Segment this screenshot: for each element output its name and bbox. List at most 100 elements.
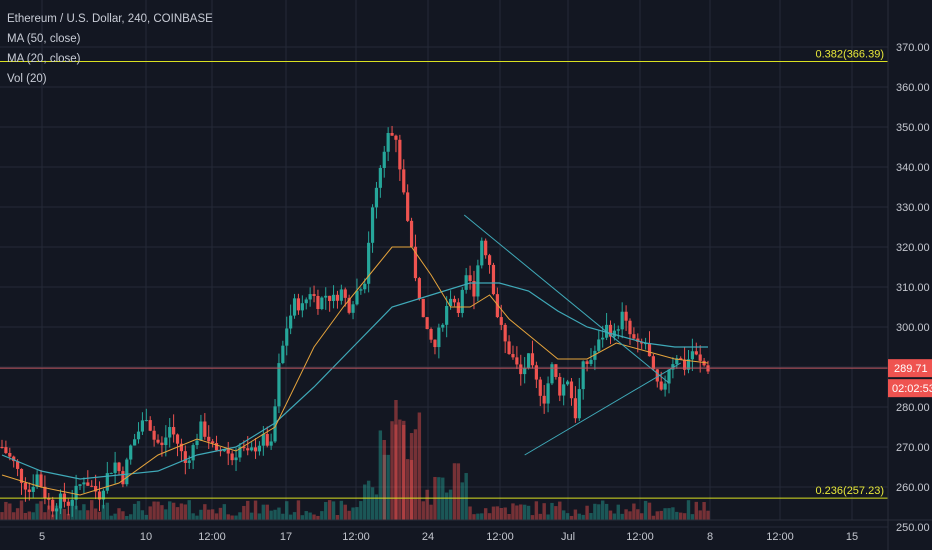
candle-body	[187, 460, 191, 463]
volume-bar	[702, 502, 706, 520]
candle-body	[702, 360, 706, 366]
volume-bar	[534, 501, 539, 520]
candle-body	[66, 501, 70, 506]
candle-body	[152, 430, 156, 440]
volume-bar	[374, 494, 379, 520]
volume-bar	[405, 459, 410, 520]
volume-bar	[503, 507, 507, 520]
candle-body	[55, 508, 59, 512]
volume-bar	[109, 515, 113, 520]
volume-bar	[597, 504, 601, 520]
volume-bar	[51, 514, 55, 520]
volume-bar	[698, 510, 702, 520]
time-axis[interactable]: 5 10 12:00 17 12:00 24 12:00 Jul 12:00 8 12:00 15	[0, 519, 932, 543]
candle-body	[351, 304, 355, 313]
volume-bar	[382, 454, 386, 520]
volume-bar	[542, 503, 546, 520]
volume-bar	[448, 489, 453, 520]
candle-body	[156, 439, 160, 443]
candle-body	[620, 311, 624, 330]
volume-bar	[265, 504, 269, 520]
ma20-line	[1, 246, 709, 496]
volume-bar	[616, 504, 620, 520]
candle-body	[601, 337, 605, 340]
candle-body	[390, 132, 394, 136]
volume-bar	[628, 511, 632, 520]
candle-body	[437, 327, 441, 348]
price-axis[interactable]: 250.00260.00270.00280.00290.00300.00310.…	[887, 0, 930, 550]
volume-bar	[47, 505, 51, 520]
ma50-legend[interactable]: MA (50, close)	[7, 33, 81, 45]
volume-bar	[604, 503, 609, 520]
candle-body	[125, 459, 129, 485]
candle-body	[281, 345, 285, 364]
candle-body	[569, 381, 574, 399]
volume-bar	[394, 424, 398, 520]
candle-body	[370, 207, 375, 243]
volume-bar	[585, 505, 589, 520]
volume-bar	[93, 508, 98, 520]
ma20-legend[interactable]: MA (20, close)	[7, 53, 81, 65]
volume-bar	[690, 514, 695, 520]
volume-bar	[402, 420, 406, 520]
candle-body	[632, 334, 636, 339]
volume-bar	[214, 513, 219, 520]
candle-body	[328, 295, 332, 301]
volume-bar	[538, 513, 542, 520]
volume-bar	[238, 512, 242, 520]
candle-body	[515, 357, 519, 365]
candle-body	[636, 338, 640, 342]
volume-legend[interactable]: Vol (20)	[7, 73, 47, 85]
volume-bar	[675, 511, 679, 520]
price-tick-label: 310.00	[896, 282, 930, 294]
candle-body	[671, 364, 675, 370]
volume-bar	[468, 506, 472, 520]
volume-bar	[281, 513, 285, 520]
candle-body	[191, 445, 195, 461]
candle-body	[289, 315, 293, 329]
candle-body	[573, 398, 577, 419]
symbol-title[interactable]: Ethereum / U.S. Dollar, 240, COINBASE	[7, 13, 213, 25]
candle-body	[472, 280, 476, 297]
candle-body	[589, 359, 593, 364]
candle-body	[117, 462, 121, 472]
volume-bar	[125, 515, 129, 520]
candle-body	[105, 473, 109, 491]
volume-bar	[140, 510, 145, 520]
candle-body	[304, 299, 308, 304]
candle-body	[550, 364, 554, 384]
volume-bar	[550, 502, 554, 520]
volume-bar	[671, 507, 675, 520]
time-tick-label: 10	[140, 531, 152, 543]
candle-body	[109, 472, 113, 474]
volume-bar	[230, 515, 234, 520]
candle-body	[456, 302, 460, 313]
volume-bar	[35, 503, 39, 520]
volume-bar	[620, 513, 624, 520]
time-tick-label: 15	[846, 531, 858, 543]
candle-body	[129, 445, 133, 460]
volume-bar	[639, 513, 644, 520]
volume-bar	[390, 421, 394, 520]
candle-body	[640, 341, 644, 344]
volume-bar	[8, 503, 12, 520]
volume-bar	[285, 501, 289, 520]
volume-bar	[312, 514, 316, 520]
candle-body	[250, 447, 254, 451]
candle-body	[183, 451, 187, 463]
candle-body	[175, 434, 180, 444]
candle-body	[394, 135, 398, 140]
volume-bar	[195, 515, 199, 520]
time-tick-label: 8	[707, 531, 713, 543]
volume-bar	[706, 510, 710, 520]
candle-body	[612, 330, 616, 337]
candle-body	[160, 442, 164, 446]
candle-body	[679, 358, 683, 360]
candle-body	[234, 457, 238, 461]
volume-bar	[441, 477, 445, 520]
candle-body	[347, 297, 351, 313]
volume-bar	[339, 500, 344, 520]
volume-bar	[132, 503, 137, 520]
volume-bar	[331, 501, 336, 520]
